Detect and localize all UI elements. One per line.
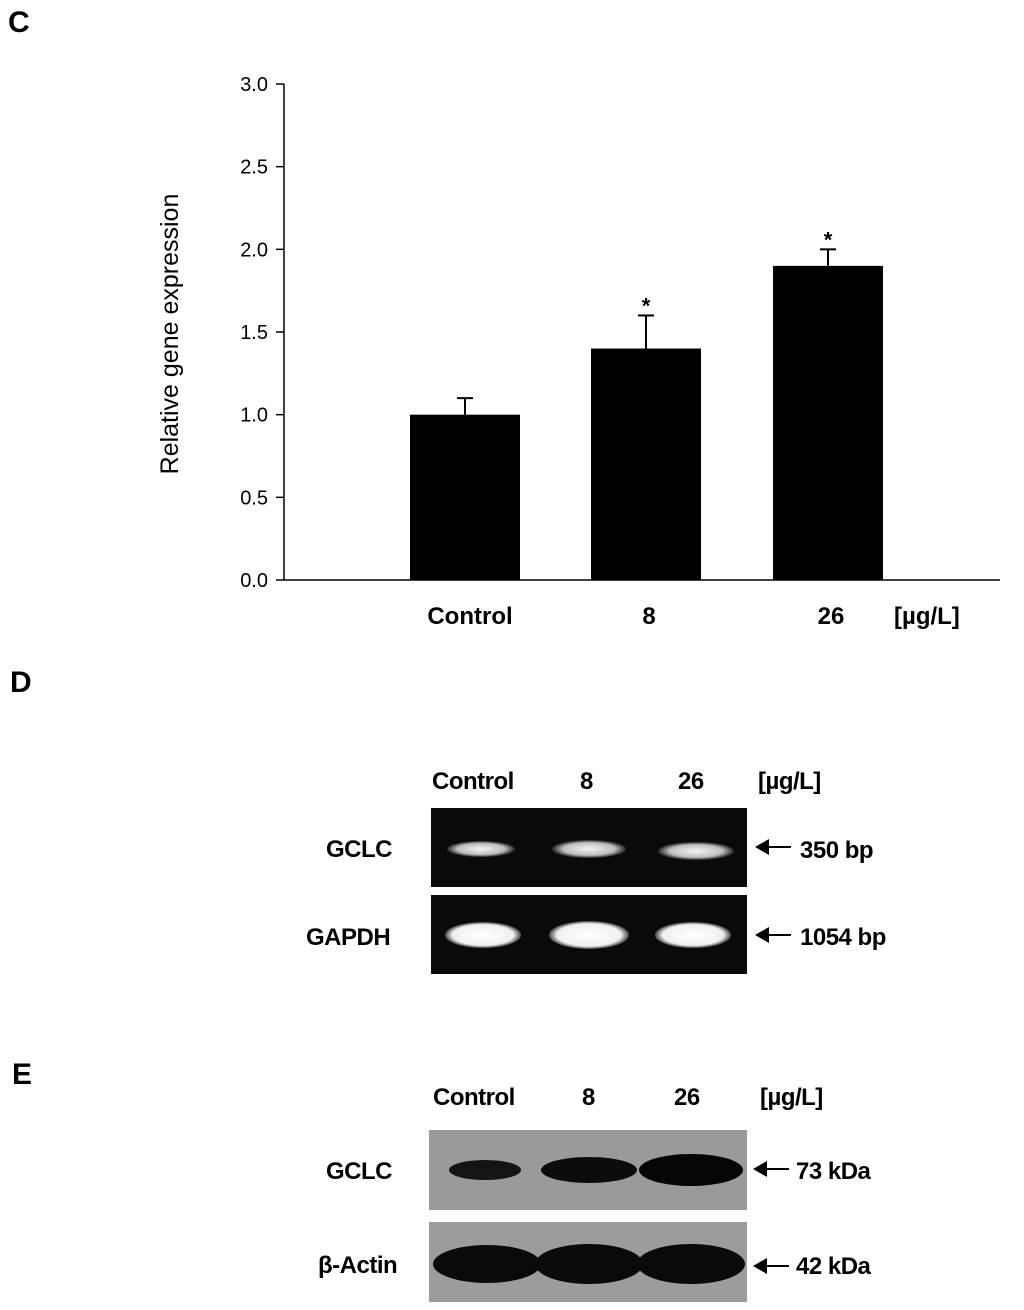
blot-image-gclc: [429, 1130, 747, 1210]
y-tick-label: 1.0: [240, 405, 268, 427]
bar: [591, 348, 701, 580]
blot-lane-label-8: 8: [582, 1084, 595, 1111]
x-unit-label: [µg/L]: [894, 603, 960, 630]
gel-unit-label: [µg/L]: [758, 768, 821, 795]
y-tick-label: 2.5: [240, 157, 268, 179]
gel-arrow-gapdh: [755, 927, 791, 943]
blot-arrow-actin: [753, 1258, 789, 1274]
y-tick-label: 2.0: [240, 239, 268, 261]
gel-row-label-gapdh: GAPDH: [306, 924, 391, 951]
x-tick-label: 26: [818, 603, 845, 630]
chart-text: 0.0 0.5 1.0 1.5 2.0 2.5 3.0 Control * 8 * 26 [µg/L] R…: [156, 74, 960, 630]
gel-lane-label-8: 8: [580, 768, 593, 795]
panel-e-letter: E: [12, 1058, 33, 1091]
blot-unit-label: [µg/L]: [760, 1084, 823, 1111]
x-tick-label: 8: [642, 603, 655, 630]
blot-row-label-actin: β-Actin: [318, 1252, 398, 1279]
blot-row-label-gclc: GCLC: [326, 1158, 393, 1185]
x-tick-label: Control: [427, 603, 512, 630]
gel-image-gapdh: [431, 895, 747, 974]
blot-size-label-actin: 42 kDa: [796, 1253, 871, 1280]
panel-c-letter: C: [8, 6, 30, 39]
blot-lane-label-control: Control: [433, 1084, 515, 1111]
gel-size-label-gapdh: 1054 bp: [800, 924, 886, 951]
y-axis-label: Relative gene expression: [156, 194, 184, 475]
y-tick-label: 1.5: [240, 322, 268, 344]
y-tick-label: 0.0: [240, 570, 268, 592]
blot-size-label-gclc: 73 kDa: [796, 1158, 871, 1185]
significance-marker: *: [824, 227, 833, 252]
significance-marker: *: [642, 293, 651, 318]
panel-d-letter: D: [10, 666, 32, 699]
chart-bars: [410, 248, 883, 580]
blot-lane-label-26: 26: [674, 1084, 700, 1111]
blot-arrow-gclc: [753, 1161, 789, 1177]
gel-image-gclc: [431, 808, 747, 887]
bar-chart: 0.0 0.5 1.0 1.5 2.0 2.5 3.0 Control * 8 * 26 [µg/L] R…: [156, 74, 1000, 630]
gel-arrow-gclc: [755, 839, 791, 855]
gel-lane-label-26: 26: [678, 768, 704, 795]
blot-image-actin: [429, 1222, 747, 1302]
y-tick-label: 3.0: [240, 74, 268, 96]
gel-row-label-gclc: GCLC: [326, 836, 393, 863]
bar: [773, 265, 883, 580]
y-tick-label: 0.5: [240, 487, 268, 509]
bar: [410, 414, 520, 580]
gel-size-label-gclc: 350 bp: [800, 837, 874, 864]
gel-lane-label-control: Control: [432, 768, 514, 795]
